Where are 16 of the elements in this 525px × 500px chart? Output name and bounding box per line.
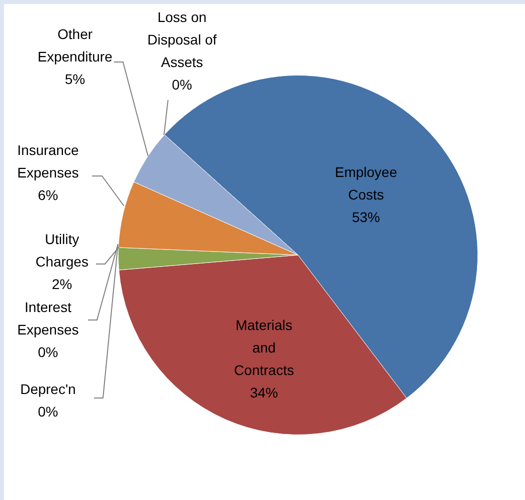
data-label: 34% xyxy=(250,384,278,400)
text: 0% xyxy=(38,403,58,420)
slice-label: Utility Charges xyxy=(36,230,88,270)
slice-label: Employee Costs xyxy=(334,164,398,202)
category-label: Deprec'n xyxy=(20,380,76,397)
slice-label: Insurance Expenses xyxy=(17,142,79,180)
slice-label: Other Expenditure xyxy=(38,26,113,64)
slice-label: Materials and Contracts xyxy=(234,316,294,378)
category-label: Interest Expenses xyxy=(17,298,79,338)
data-label: 6% xyxy=(38,186,58,203)
data-label: 5% xyxy=(64,70,86,87)
category-label: Loss on Disposal of Assets xyxy=(147,8,217,70)
text: 0% xyxy=(38,344,58,360)
text: 0% xyxy=(172,76,192,92)
data-label: 2% xyxy=(52,276,72,292)
data-label: 53% xyxy=(352,208,380,225)
